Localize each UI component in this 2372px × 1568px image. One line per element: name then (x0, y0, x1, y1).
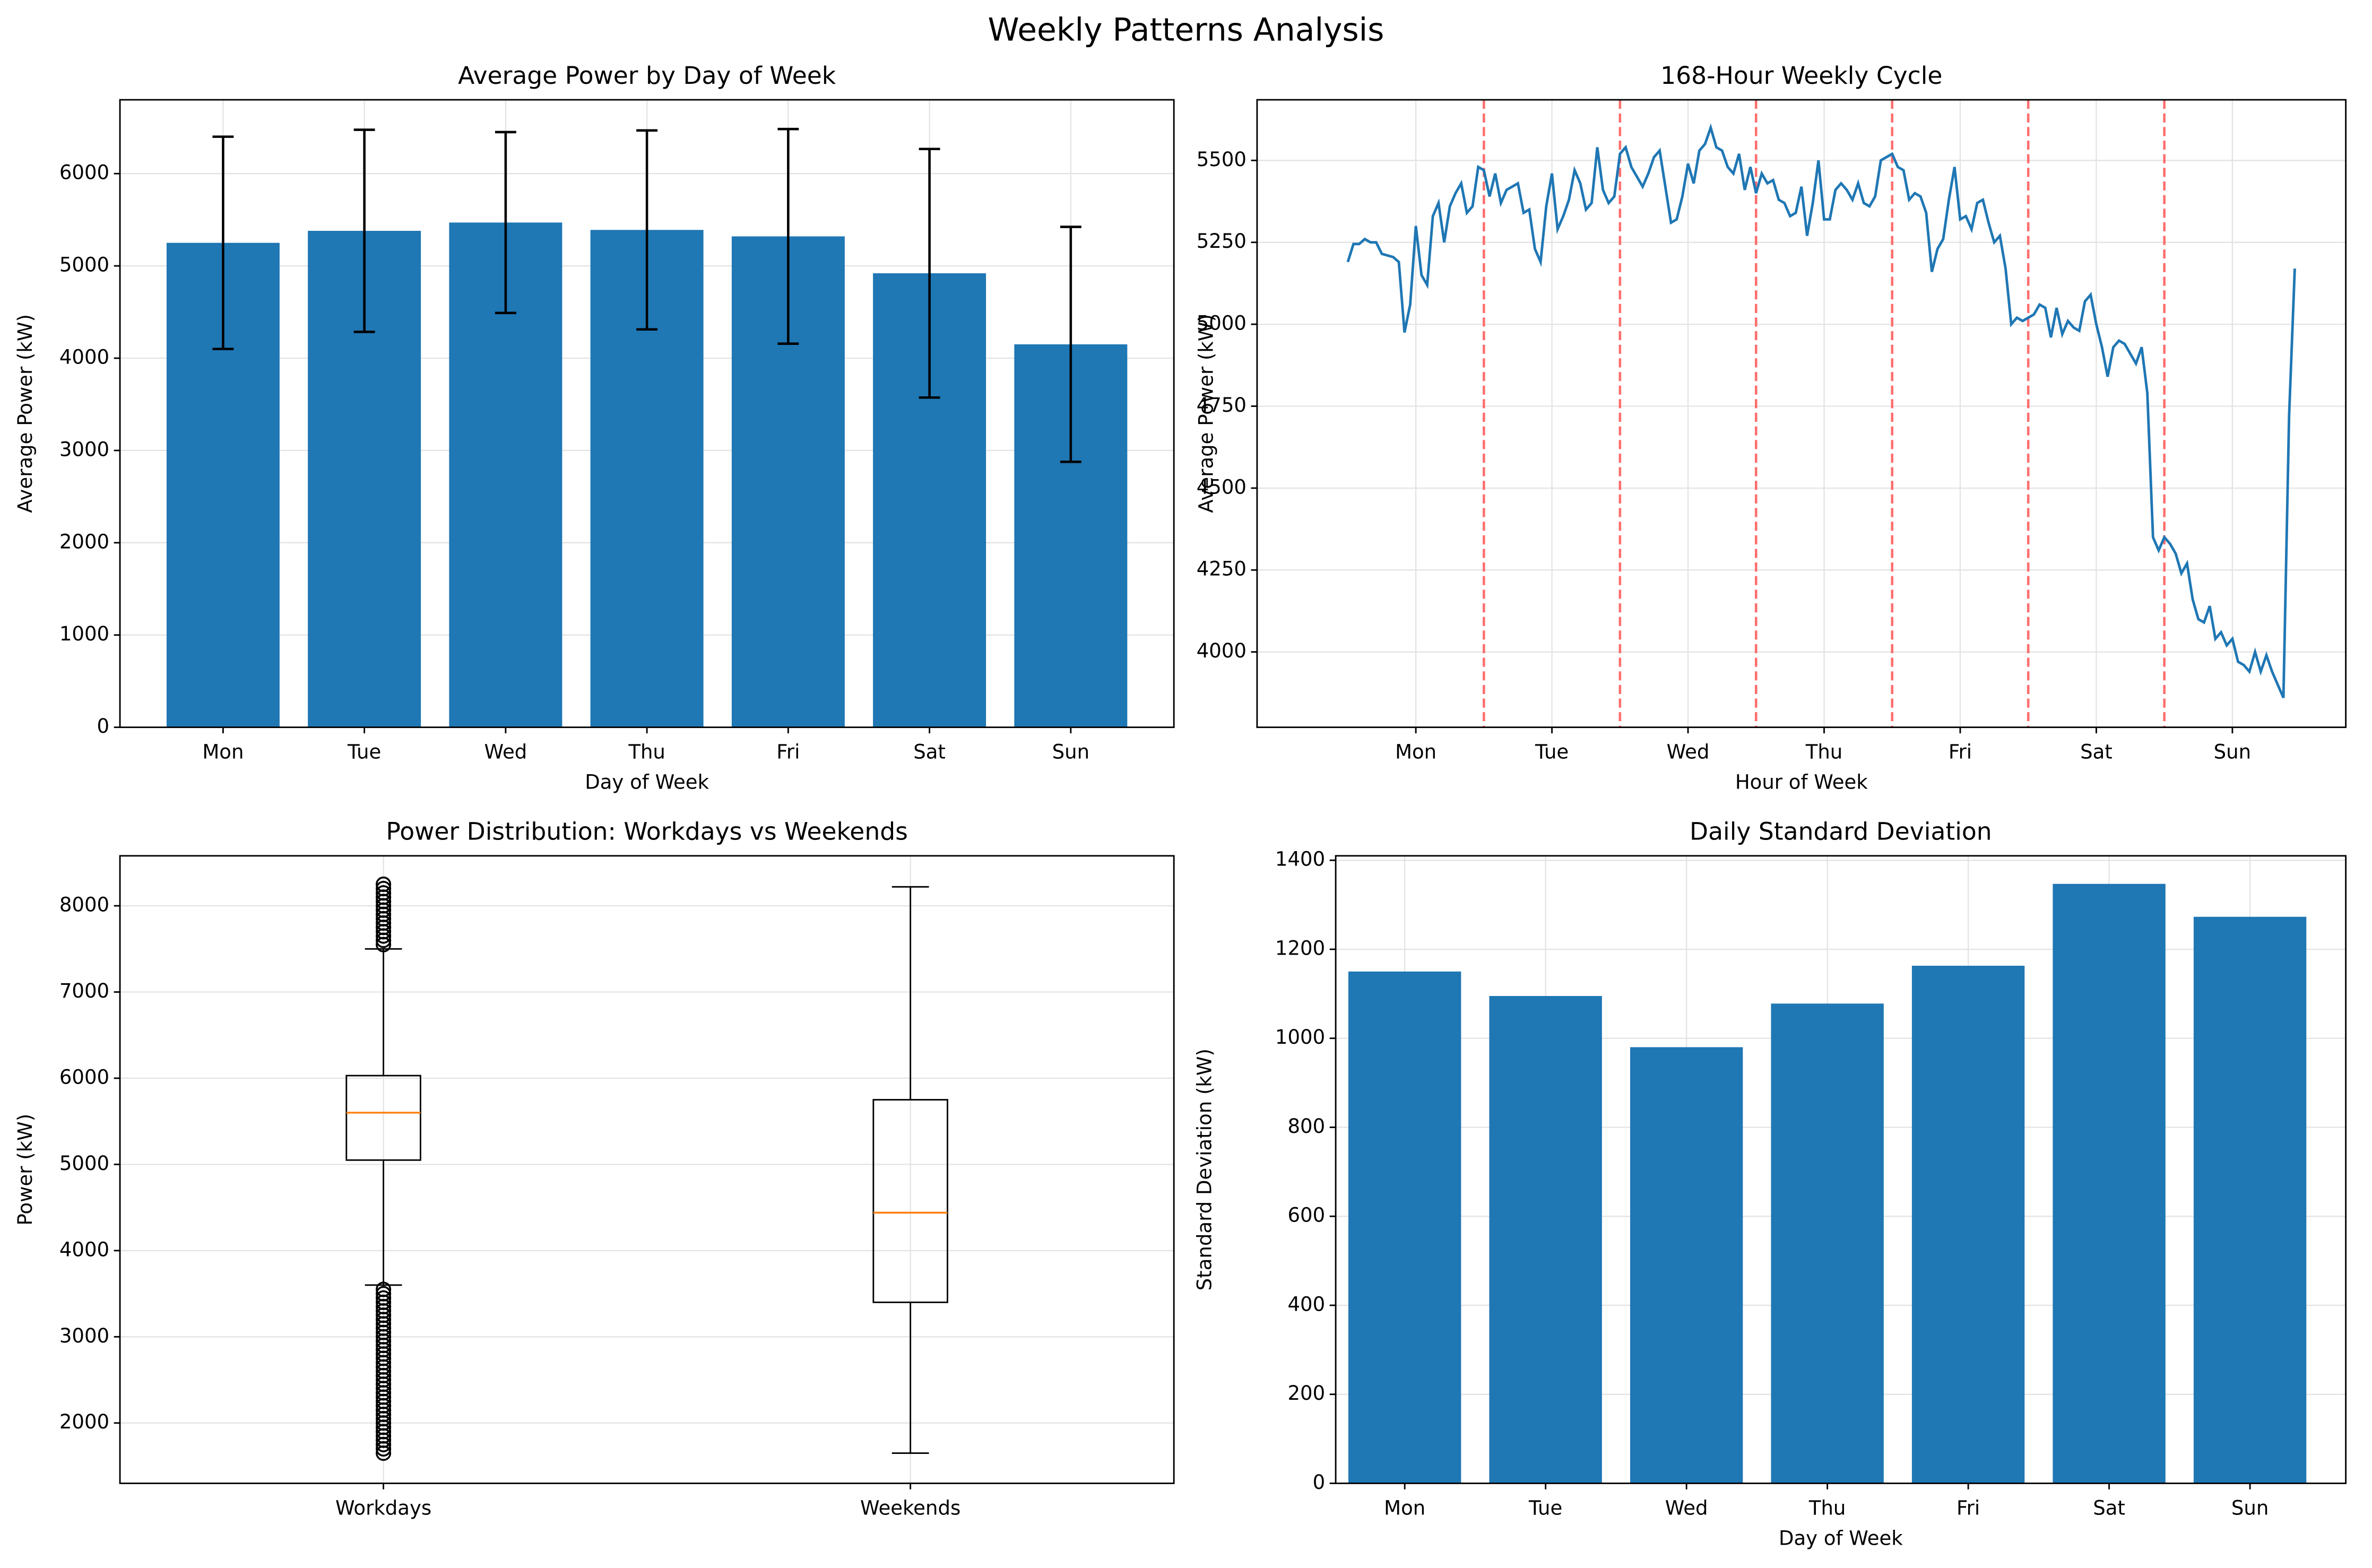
y-axis-label: Average Power (kW) (14, 314, 37, 513)
x-tick-label: Mon (1384, 1496, 1425, 1519)
y-tick-label: 600 (1287, 1204, 1325, 1227)
y-tick-label: 1200 (1275, 937, 1325, 959)
x-tick-label: Thu (1808, 1496, 1846, 1519)
y-tick-label: 4000 (1197, 639, 1246, 662)
x-tick-label: Fri (1949, 741, 1972, 764)
box (872, 1099, 948, 1303)
subplot-title: 168-Hour Weekly Cycle (1660, 62, 1942, 90)
y-tick-label: 3000 (59, 438, 109, 461)
y-tick-label: 200 (1287, 1382, 1325, 1405)
bar (1630, 1047, 1743, 1484)
y-tick-label: 7000 (59, 980, 109, 1002)
x-tick-label: Wed (1665, 1496, 1708, 1519)
outlier (376, 881, 392, 897)
x-tick-label: Weekends (860, 1496, 960, 1519)
x-tick-label: Mon (202, 741, 244, 764)
figure-title: Weekly Patterns Analysis (988, 11, 1384, 48)
x-tick-label: Sun (2214, 741, 2251, 764)
y-tick-label: 4250 (1197, 558, 1246, 581)
subplot-title: Daily Standard Deviation (1690, 818, 1992, 846)
x-tick-label: Sat (913, 741, 946, 764)
y-tick-label: 0 (97, 715, 110, 738)
y-axis-label: Average Power (kW) (1194, 314, 1217, 513)
bar (1489, 996, 1602, 1484)
y-tick-label: 3000 (59, 1324, 109, 1347)
axes-frame (1335, 855, 2347, 1484)
y-tick-label: 4000 (59, 346, 109, 369)
x-axis-label: Day of Week (585, 771, 709, 794)
x-tick-label: Tue (1528, 1496, 1562, 1519)
y-tick-label: 1400 (1275, 848, 1325, 871)
y-tick-label: 4500 (1197, 475, 1246, 498)
x-tick-label: Sat (2080, 741, 2113, 764)
y-axis-label: Standard Deviation (kW) (1193, 1049, 1216, 1290)
y-tick-label: 5500 (1197, 148, 1246, 171)
bar (1771, 1003, 1884, 1484)
y-tick-label: 4000 (59, 1238, 109, 1261)
axes-frame (119, 855, 1175, 1484)
axes-frame (1256, 99, 2347, 729)
x-tick-label: Fri (1957, 1496, 1980, 1519)
y-tick-label: 6000 (59, 161, 109, 184)
x-tick-label: Workdays (335, 1496, 431, 1519)
x-tick-label: Mon (1395, 741, 1436, 764)
x-tick-label: Fri (776, 741, 800, 764)
y-tick-label: 400 (1287, 1293, 1325, 1315)
y-tick-label: 2000 (59, 1410, 109, 1433)
outlier (376, 1281, 392, 1297)
x-tick-label: Tue (1535, 741, 1569, 764)
x-tick-label: Sun (1052, 741, 1089, 764)
line-series (1346, 123, 2296, 699)
x-tick-label: Wed (484, 741, 527, 764)
outlier (376, 876, 392, 892)
y-tick-label: 800 (1287, 1115, 1325, 1138)
x-tick-label: Wed (1667, 741, 1710, 764)
y-tick-label: 4750 (1197, 394, 1246, 417)
y-tick-label: 2000 (59, 530, 109, 553)
y-tick-label: 1000 (59, 622, 109, 645)
y-tick-label: 8000 (59, 894, 109, 916)
y-tick-label: 5000 (59, 1152, 109, 1175)
x-tick-label: Sat (2093, 1496, 2125, 1519)
y-tick-label: 0 (1313, 1471, 1326, 1494)
axes-frame (119, 99, 1175, 729)
x-tick-label: Tue (347, 741, 381, 764)
y-axis-label: Power (kW) (14, 1114, 37, 1226)
x-tick-label: Thu (1805, 741, 1843, 764)
x-tick-label: Sun (2231, 1496, 2269, 1519)
bar (1911, 966, 2025, 1484)
bar (2193, 916, 2307, 1484)
outlier (376, 1286, 392, 1302)
y-tick-label: 1000 (1275, 1026, 1325, 1049)
outlier (376, 1290, 392, 1306)
y-tick-label: 5000 (1197, 312, 1246, 335)
subplot-title: Power Distribution: Workdays vs Weekends (386, 818, 908, 846)
box (345, 1075, 421, 1161)
y-tick-label: 5250 (1197, 230, 1246, 253)
outlier (376, 885, 392, 901)
subplot-title: Average Power by Day of Week (458, 62, 836, 90)
x-axis-label: Hour of Week (1735, 771, 1868, 794)
x-axis-label: Day of Week (1779, 1527, 1903, 1549)
x-tick-label: Thu (628, 741, 665, 764)
y-tick-label: 5000 (59, 254, 109, 276)
bar (2053, 883, 2166, 1484)
y-tick-label: 6000 (59, 1065, 109, 1088)
bar (1348, 971, 1461, 1484)
